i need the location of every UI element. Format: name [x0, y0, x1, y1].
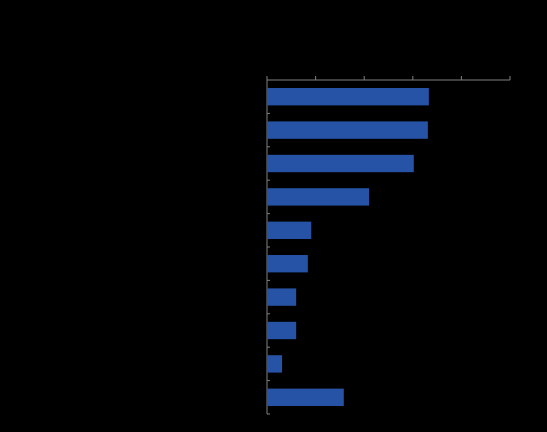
- bar: [267, 88, 429, 106]
- bar: [267, 321, 297, 340]
- bar: [267, 154, 414, 173]
- bar: [267, 188, 370, 206]
- x-tick-label: 1: [313, 62, 319, 74]
- x-tick-label: 0: [264, 62, 270, 74]
- bar: [267, 288, 297, 306]
- bar: [267, 388, 344, 406]
- bar: [267, 355, 283, 373]
- bar: [267, 121, 428, 139]
- x-tick-label: 2: [361, 62, 367, 74]
- x-tick-label: 3: [410, 62, 416, 74]
- x-tick-label: 5: [507, 62, 513, 74]
- bar: [267, 221, 312, 239]
- x-tick-label: 4: [458, 62, 464, 74]
- bar: [267, 255, 308, 273]
